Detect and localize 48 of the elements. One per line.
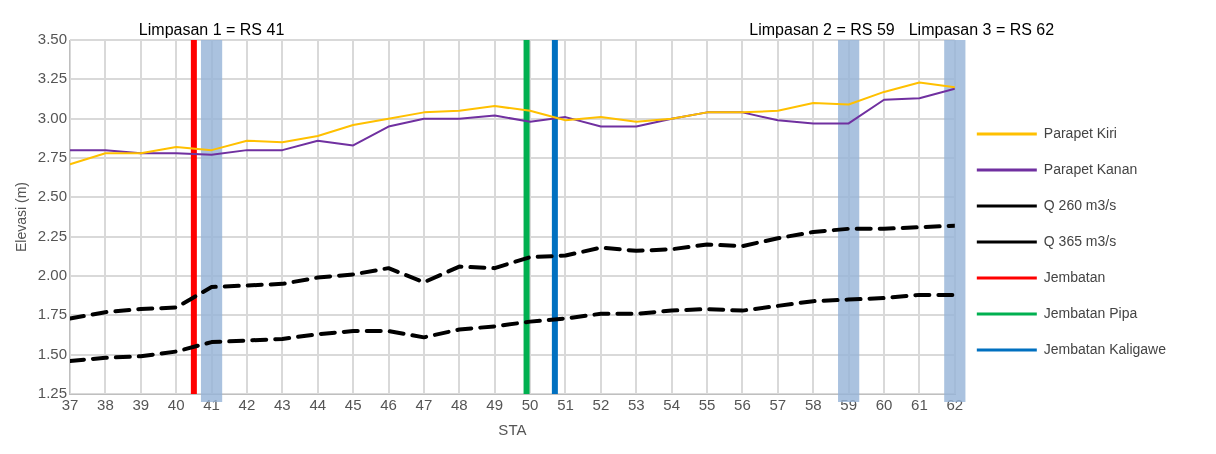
x-tick-label: 39 xyxy=(132,396,150,414)
y-tick-label: 1.75 xyxy=(37,305,67,323)
legend-label: Jembatan xyxy=(1043,268,1106,285)
legend-label: Q 260 m3/s xyxy=(1043,196,1117,213)
x-tick-label: 38 xyxy=(97,396,114,414)
band-label: Limpasan 1 = RS 41 xyxy=(138,21,285,39)
x-tick-label: 45 xyxy=(344,396,362,414)
x-tick-label: 58 xyxy=(804,396,822,414)
x-axis-title: STA xyxy=(498,421,527,439)
y-tick-label: 2.75 xyxy=(37,148,67,166)
x-tick-label: 40 xyxy=(167,396,185,414)
band-label: Limpasan 2 = RS 59 xyxy=(749,21,895,39)
x-tick-label: 43 xyxy=(274,396,291,414)
x-tick-label: 50 xyxy=(521,396,539,414)
x-tick-label: 55 xyxy=(698,396,716,414)
y-tick-label: 2.50 xyxy=(37,187,67,205)
x-tick-label: 60 xyxy=(875,396,893,414)
x-tick-label: 49 xyxy=(486,396,504,414)
x-tick-label: 53 xyxy=(627,396,645,414)
y-tick-label: 1.50 xyxy=(37,344,67,362)
legend-label: Parapet Kiri xyxy=(1043,124,1117,141)
y-axis-title: Elevasi (m) xyxy=(13,181,30,253)
x-tick-label: 52 xyxy=(592,396,610,414)
y-tick-label: 3.00 xyxy=(37,108,67,126)
x-tick-label: 62 xyxy=(946,396,964,414)
x-tick-label: 61 xyxy=(911,396,928,414)
y-tick-label: 2.00 xyxy=(37,266,67,284)
x-tick-label: 59 xyxy=(840,396,857,414)
line-series xyxy=(69,223,955,321)
x-tick-label: 44 xyxy=(309,396,327,414)
x-tick-label: 41 xyxy=(203,396,220,414)
x-tick-label: 48 xyxy=(450,396,468,414)
band-label: Limpasan 3 = RS 62 xyxy=(908,21,1055,39)
legend-label: Parapet Kanan xyxy=(1043,160,1138,177)
x-tick-label: 54 xyxy=(663,396,681,414)
y-tick-label: 2.25 xyxy=(37,226,67,244)
y-tick-label: 3.50 xyxy=(37,30,67,48)
x-tick-label: 42 xyxy=(238,396,256,414)
legend-label: Q 365 m3/s xyxy=(1043,232,1117,249)
x-tick-label: 56 xyxy=(734,396,751,414)
legend-label: Jembatan Pipa xyxy=(1043,304,1138,321)
y-tick-label: 3.25 xyxy=(37,69,67,87)
x-tick-label: 47 xyxy=(415,396,433,414)
legend-label: Jembatan Kaligawe xyxy=(1043,340,1167,357)
x-tick-label: 46 xyxy=(380,396,397,414)
line-series xyxy=(69,292,955,363)
x-tick-label: 57 xyxy=(769,396,787,414)
x-tick-label: 51 xyxy=(557,396,574,414)
